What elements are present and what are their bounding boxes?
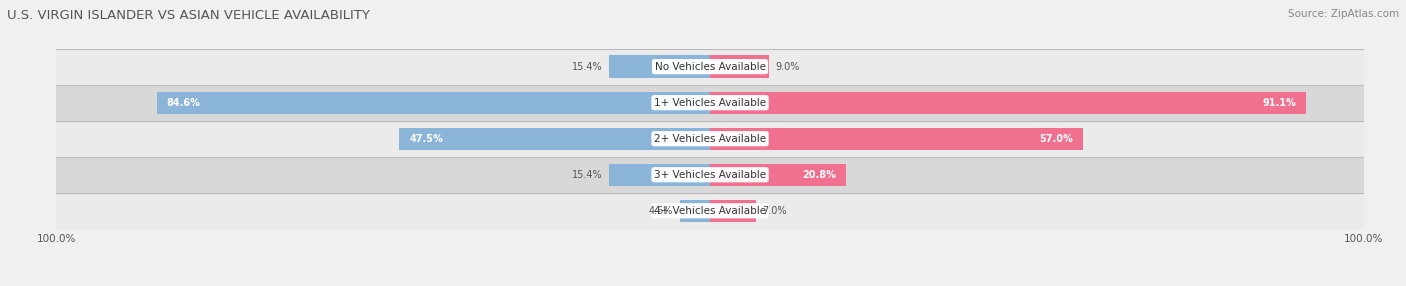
Text: 9.0%: 9.0%: [776, 62, 800, 72]
Text: 91.1%: 91.1%: [1263, 98, 1296, 108]
Text: U.S. VIRGIN ISLANDER VS ASIAN VEHICLE AVAILABILITY: U.S. VIRGIN ISLANDER VS ASIAN VEHICLE AV…: [7, 9, 370, 21]
Bar: [56, 157, 1364, 193]
Text: 15.4%: 15.4%: [572, 62, 603, 72]
Text: 7.0%: 7.0%: [762, 206, 787, 216]
Bar: [609, 164, 710, 186]
Text: Source: ZipAtlas.com: Source: ZipAtlas.com: [1288, 9, 1399, 19]
Text: No Vehicles Available: No Vehicles Available: [655, 62, 765, 72]
Text: 3+ Vehicles Available: 3+ Vehicles Available: [654, 170, 766, 180]
Text: 20.8%: 20.8%: [803, 170, 837, 180]
Bar: [710, 128, 1083, 150]
Bar: [710, 55, 769, 78]
Text: 84.6%: 84.6%: [167, 98, 201, 108]
Bar: [710, 164, 846, 186]
Bar: [681, 200, 710, 222]
Bar: [710, 92, 1306, 114]
Bar: [56, 121, 1364, 157]
Bar: [609, 55, 710, 78]
Bar: [56, 193, 1364, 229]
Text: 15.4%: 15.4%: [572, 170, 603, 180]
Bar: [157, 92, 710, 114]
Bar: [399, 128, 710, 150]
Text: 2+ Vehicles Available: 2+ Vehicles Available: [654, 134, 766, 144]
Text: 4.6%: 4.6%: [650, 206, 673, 216]
Bar: [710, 200, 756, 222]
Text: 1+ Vehicles Available: 1+ Vehicles Available: [654, 98, 766, 108]
Bar: [56, 49, 1364, 85]
Bar: [56, 85, 1364, 121]
Text: 57.0%: 57.0%: [1039, 134, 1073, 144]
Text: 47.5%: 47.5%: [409, 134, 443, 144]
Text: 4+ Vehicles Available: 4+ Vehicles Available: [654, 206, 766, 216]
